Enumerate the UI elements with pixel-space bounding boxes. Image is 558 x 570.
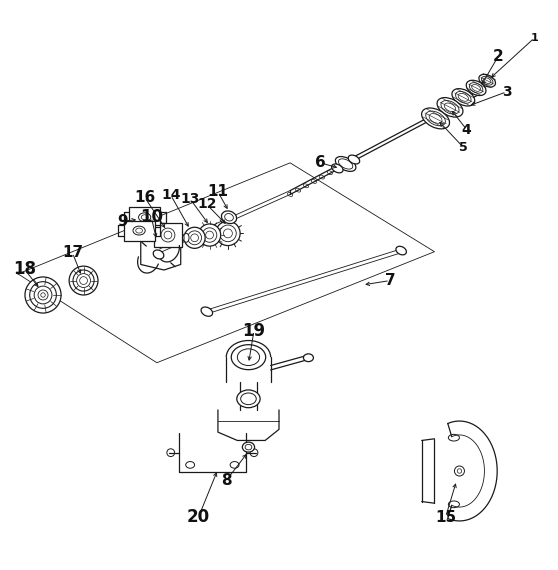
Text: 14: 14: [161, 188, 180, 202]
Text: 6: 6: [315, 156, 326, 170]
Ellipse shape: [163, 233, 169, 242]
Ellipse shape: [335, 157, 356, 172]
Ellipse shape: [199, 224, 221, 246]
Text: 9: 9: [117, 214, 128, 229]
Ellipse shape: [466, 80, 486, 96]
Ellipse shape: [452, 89, 475, 106]
Text: 18: 18: [13, 260, 36, 279]
Text: 11: 11: [208, 184, 228, 200]
Ellipse shape: [331, 164, 343, 173]
Polygon shape: [154, 223, 182, 247]
Ellipse shape: [216, 221, 240, 246]
Text: 10: 10: [140, 208, 163, 226]
Ellipse shape: [69, 266, 98, 295]
Ellipse shape: [25, 277, 61, 313]
Text: 12: 12: [197, 197, 217, 211]
Ellipse shape: [348, 155, 360, 164]
Ellipse shape: [169, 233, 174, 242]
Text: 3: 3: [502, 85, 512, 99]
Ellipse shape: [201, 307, 213, 316]
Ellipse shape: [237, 390, 260, 408]
Text: 19: 19: [243, 321, 266, 340]
Text: 4: 4: [462, 123, 472, 137]
Ellipse shape: [479, 74, 496, 87]
Ellipse shape: [184, 233, 189, 242]
Ellipse shape: [422, 108, 450, 129]
Text: 15: 15: [435, 510, 456, 524]
Ellipse shape: [153, 250, 164, 259]
Ellipse shape: [174, 233, 179, 242]
Ellipse shape: [222, 211, 237, 223]
Text: 5: 5: [459, 141, 468, 154]
Polygon shape: [123, 221, 155, 241]
Ellipse shape: [304, 354, 314, 361]
Polygon shape: [129, 207, 160, 227]
Text: 7: 7: [384, 273, 396, 288]
Text: 8: 8: [221, 473, 232, 488]
Text: 16: 16: [134, 190, 155, 205]
Text: 17: 17: [62, 245, 83, 260]
Ellipse shape: [184, 227, 205, 249]
Text: 1: 1: [531, 33, 538, 43]
Ellipse shape: [242, 442, 254, 452]
Ellipse shape: [437, 97, 463, 117]
Ellipse shape: [231, 345, 266, 370]
Text: 2: 2: [493, 49, 504, 64]
Ellipse shape: [396, 246, 406, 255]
Text: 20: 20: [187, 508, 210, 526]
Ellipse shape: [179, 233, 184, 242]
Text: 13: 13: [180, 192, 200, 206]
